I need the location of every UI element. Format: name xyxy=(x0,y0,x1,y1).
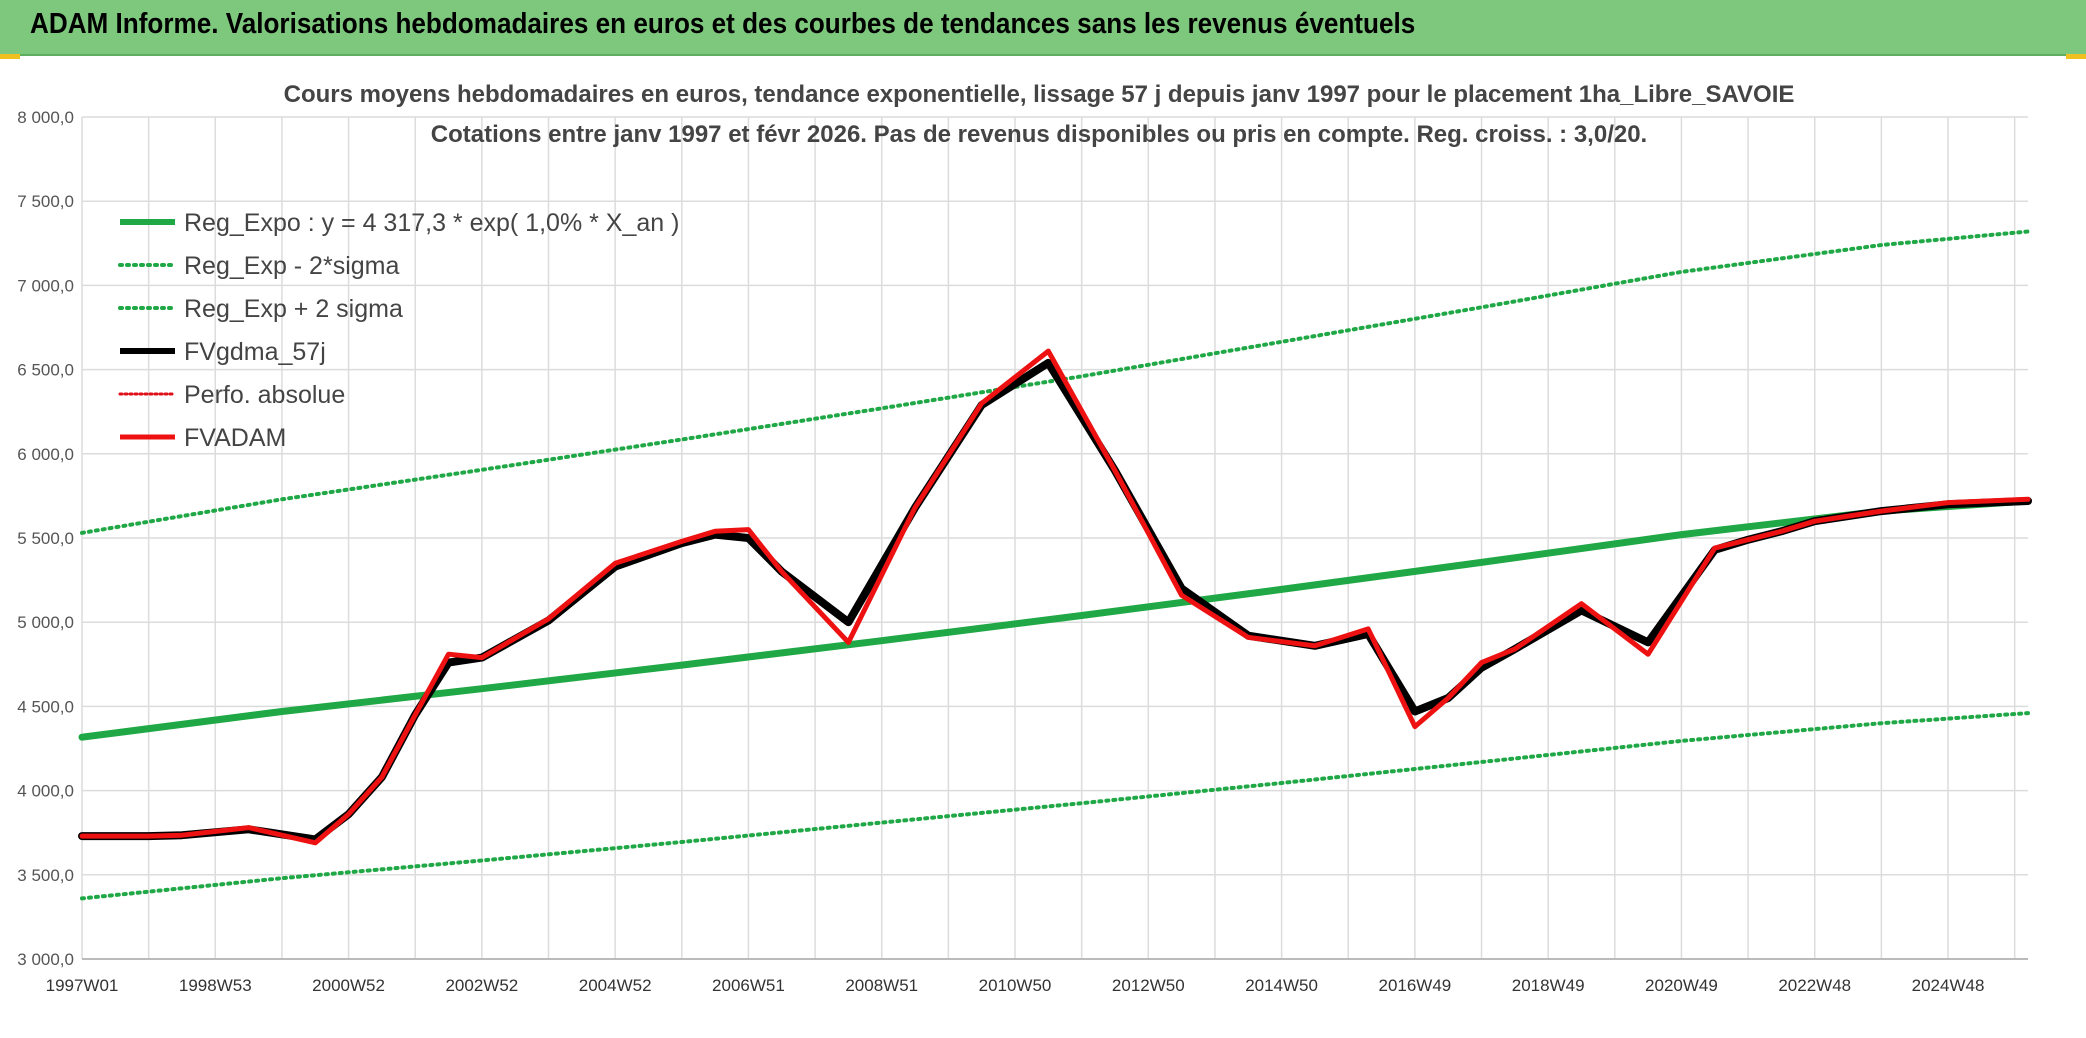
x-tick-label: 2006W51 xyxy=(712,976,785,995)
x-tick-label: 2016W49 xyxy=(1378,976,1451,995)
y-tick-label: 7 500,0 xyxy=(17,192,74,211)
y-tick-label: 5 500,0 xyxy=(17,529,74,548)
header-banner: ADAM Informe. Valorisations hebdomadaire… xyxy=(0,0,2086,56)
series-line-3 xyxy=(78,358,2032,844)
legend-label: FVADAM xyxy=(184,424,286,452)
x-tick-label: 2010W50 xyxy=(979,976,1052,995)
y-tick-label: 3 500,0 xyxy=(17,866,74,885)
corner-marker-right xyxy=(2066,54,2086,59)
series-line-1 xyxy=(80,711,2030,901)
y-tick-label: 6 500,0 xyxy=(17,361,74,380)
legend-label: Reg_Expo : y = 4 317,3 * exp( 1,0% * X_a… xyxy=(184,209,679,237)
series-line-0 xyxy=(78,497,2032,741)
x-tick-label: 1998W53 xyxy=(179,976,252,995)
line-chart: 3 000,0 3 500,0 4 000,0 4 500,0 5 000,0 5 500… xyxy=(17,81,2032,995)
legend: Reg_Expo : y = 4 317,3 * exp( 1,0% * X_a… xyxy=(118,209,679,452)
x-tick-label: 2018W49 xyxy=(1512,976,1585,995)
legend-label: Reg_Exp - 2*sigma xyxy=(184,252,399,280)
x-tick-label: 1997W01 xyxy=(46,976,119,995)
x-tick-label: 2012W50 xyxy=(1112,976,1185,995)
series-line-2 xyxy=(80,229,2030,535)
y-tick-label: 4 000,0 xyxy=(17,782,74,801)
x-tick-label: 2020W49 xyxy=(1645,976,1718,995)
x-tick-label: 2008W51 xyxy=(845,976,918,995)
y-tick-label: 5 000,0 xyxy=(17,613,74,632)
y-tick-label: 8 000,0 xyxy=(17,108,74,127)
x-tick-label: 2004W52 xyxy=(579,976,652,995)
x-tick-label: 2024W48 xyxy=(1912,976,1985,995)
legend-label: FVgdma_57j xyxy=(184,338,326,366)
x-tick-label: 2014W50 xyxy=(1245,976,1318,995)
corner-marker-left xyxy=(0,54,20,59)
grid xyxy=(81,116,2028,960)
x-tick-label: 2022W48 xyxy=(1778,976,1851,995)
x-tick-label: 2000W52 xyxy=(312,976,385,995)
y-tick-label: 4 500,0 xyxy=(17,697,74,716)
legend-label: Perfo. absolue xyxy=(184,381,345,409)
chart-area: 3 000,0 3 500,0 4 000,0 4 500,0 5 000,0 5 500… xyxy=(0,57,2086,1038)
y-tick-label: 6 000,0 xyxy=(17,445,74,464)
series-line-5 xyxy=(79,348,2031,846)
series xyxy=(78,229,2032,901)
page-title: ADAM Informe. Valorisations hebdomadaire… xyxy=(30,8,1416,40)
x-tick-label: 2002W52 xyxy=(445,976,518,995)
y-tick-label: 3 000,0 xyxy=(17,950,74,969)
legend-label: Reg_Exp + 2 sigma xyxy=(184,295,403,323)
chart-title-line-1: Cours moyens hebdomadaires en euros, ten… xyxy=(284,81,1795,108)
y-tick-label: 7 000,0 xyxy=(17,276,74,295)
chart-title-line-2: Cotations entre janv 1997 et févr 2026. … xyxy=(431,121,1647,148)
axes: 3 000,0 3 500,0 4 000,0 4 500,0 5 000,0 5 500… xyxy=(17,108,2028,995)
